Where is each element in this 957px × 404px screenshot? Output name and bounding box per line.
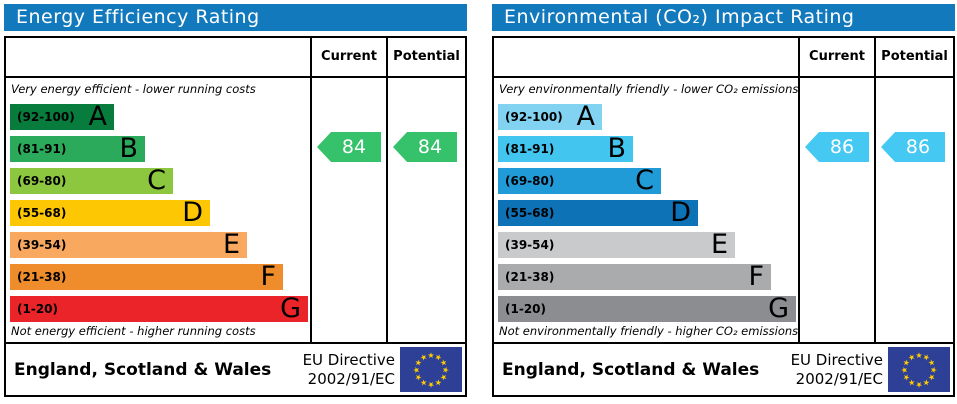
panel-footer: England, Scotland & Wales EU Directive 2… <box>4 342 467 397</box>
band-range: (69-80) <box>505 174 555 188</box>
band-b: (81-91) B <box>10 133 145 164</box>
band-g: (1-20) G <box>10 293 308 324</box>
potential-column-header: Potential <box>386 38 465 78</box>
current-rating-arrow: 84 <box>317 132 381 162</box>
rating-table: Current Potential Very environmentally f… <box>492 36 955 344</box>
band-range: (55-68) <box>505 206 555 220</box>
header-spacer <box>494 38 798 78</box>
band-range: (92-100) <box>505 110 563 124</box>
current-column-header: Current <box>310 38 386 78</box>
band-letter: A <box>576 101 595 132</box>
band-range: (39-54) <box>505 238 555 252</box>
band-c: (69-80) C <box>498 165 661 196</box>
band-range: (55-68) <box>17 206 67 220</box>
band-f: (21-38) F <box>10 261 283 292</box>
band-e: (39-54) E <box>498 229 735 260</box>
band-range: (1-20) <box>505 302 546 316</box>
eu-directive-line1: EU Directive <box>790 350 883 369</box>
potential-rating-cell: 84 <box>386 78 465 342</box>
current-rating-cell: 84 <box>310 78 386 342</box>
band-b: (81-91) B <box>498 133 633 164</box>
bands-area: Very environmentally friendly - lower CO… <box>494 78 798 342</box>
panel-title: Energy Efficiency Rating <box>4 4 467 31</box>
band-range: (21-38) <box>17 270 67 284</box>
band-e: (39-54) E <box>10 229 247 260</box>
band-letter: A <box>88 101 107 132</box>
potential-column-header: Potential <box>874 38 953 78</box>
band-list: (92-100) A (81-91) B (69-80) C (55-68) D <box>498 98 798 322</box>
current-rating-arrow: 86 <box>805 132 869 162</box>
potential-rating-arrow: 84 <box>393 132 457 162</box>
band-letter: C <box>147 165 166 196</box>
band-d: (55-68) D <box>10 197 210 228</box>
eu-directive-line2: 2002/91/EC <box>307 369 395 388</box>
region-label: England, Scotland & Wales <box>14 359 272 380</box>
environmental-impact-panel: Environmental (CO₂) Impact Rating Curren… <box>492 4 955 397</box>
band-letter: B <box>119 133 138 164</box>
band-c: (69-80) C <box>10 165 173 196</box>
band-letter: E <box>710 229 728 260</box>
band-a: (92-100) A <box>10 101 114 132</box>
band-range: (39-54) <box>17 238 67 252</box>
band-letter: F <box>748 261 764 292</box>
band-range: (81-91) <box>505 142 555 156</box>
top-note: Very energy efficient - lower running co… <box>11 82 256 96</box>
current-column-header: Current <box>798 38 874 78</box>
potential-rating-cell: 86 <box>874 78 953 342</box>
eu-directive-label: EU Directive 2002/91/EC <box>303 351 400 389</box>
bottom-note: Not environmentally friendly - higher CO… <box>499 324 799 338</box>
eu-directive-label: EU Directive 2002/91/EC <box>791 351 888 389</box>
rating-table: Current Potential Very energy efficient … <box>4 36 467 344</box>
band-letter: F <box>260 261 276 292</box>
band-letter: G <box>768 293 789 324</box>
band-range: (1-20) <box>17 302 58 316</box>
panel-footer: England, Scotland & Wales EU Directive 2… <box>492 342 955 397</box>
band-range: (21-38) <box>505 270 555 284</box>
band-range: (81-91) <box>17 142 67 156</box>
band-range: (92-100) <box>17 110 75 124</box>
band-g: (1-20) G <box>498 293 796 324</box>
potential-rating-arrow: 86 <box>881 132 945 162</box>
bands-area: Very energy efficient - lower running co… <box>6 78 310 342</box>
band-a: (92-100) A <box>498 101 602 132</box>
band-letter: D <box>182 197 203 228</box>
band-d: (55-68) D <box>498 197 698 228</box>
band-letter: C <box>635 165 654 196</box>
band-letter: G <box>280 293 301 324</box>
band-letter: D <box>670 197 691 228</box>
band-letter: B <box>607 133 626 164</box>
top-note: Very environmentally friendly - lower CO… <box>499 82 799 96</box>
eu-flag-icon: ★ ★ ★ ★ ★ ★ ★ ★ ★ ★ ★ ★ <box>888 347 950 392</box>
bottom-note: Not energy efficient - higher running co… <box>11 324 256 338</box>
band-list: (92-100) A (81-91) B (69-80) C (55-68) D <box>10 98 310 322</box>
eu-directive-line2: 2002/91/EC <box>795 369 883 388</box>
eu-flag-icon: ★ ★ ★ ★ ★ ★ ★ ★ ★ ★ ★ ★ <box>400 347 462 392</box>
panel-title: Environmental (CO₂) Impact Rating <box>492 4 955 31</box>
band-range: (69-80) <box>17 174 67 188</box>
header-spacer <box>6 38 310 78</box>
eu-directive-line1: EU Directive <box>302 350 395 369</box>
current-rating-cell: 86 <box>798 78 874 342</box>
region-label: England, Scotland & Wales <box>502 359 760 380</box>
band-letter: E <box>222 229 240 260</box>
band-f: (21-38) F <box>498 261 771 292</box>
energy-efficiency-panel: Energy Efficiency Rating Current Potenti… <box>4 4 467 397</box>
